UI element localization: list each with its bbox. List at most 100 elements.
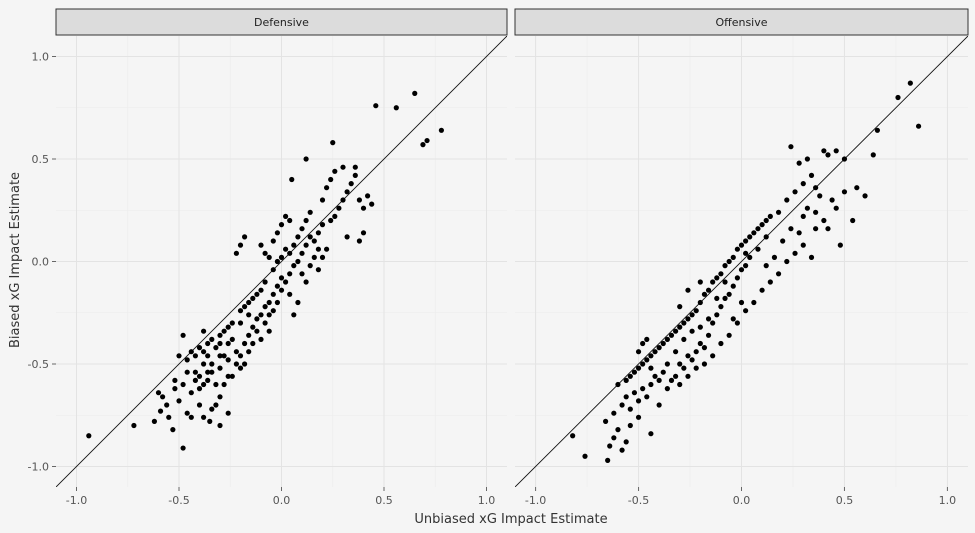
data-point xyxy=(685,353,691,359)
data-point xyxy=(825,226,831,232)
y-axis-title: Biased xG Impact Estimate xyxy=(8,172,23,348)
data-point xyxy=(800,242,806,248)
data-point xyxy=(673,349,679,355)
y-tick-label: 0.5 xyxy=(32,153,50,166)
data-point xyxy=(907,80,913,86)
data-point xyxy=(205,340,211,347)
data-point xyxy=(668,332,675,338)
data-point xyxy=(627,422,633,429)
data-point xyxy=(221,381,227,388)
data-point xyxy=(738,267,745,273)
data-point xyxy=(726,258,732,265)
data-point xyxy=(348,181,354,187)
data-point xyxy=(743,238,749,244)
data-point xyxy=(681,336,687,342)
points-group xyxy=(86,90,444,451)
data-point xyxy=(673,373,679,379)
data-point xyxy=(237,242,244,248)
data-point xyxy=(340,164,346,170)
data-point xyxy=(648,431,654,437)
data-point xyxy=(850,217,856,224)
data-point xyxy=(237,353,244,359)
data-point xyxy=(689,357,695,363)
data-point xyxy=(287,217,293,224)
data-point xyxy=(278,254,285,260)
data-point xyxy=(151,418,157,424)
data-point xyxy=(201,361,207,367)
data-point xyxy=(246,332,252,338)
data-point xyxy=(689,312,695,318)
data-point xyxy=(192,377,198,383)
data-point xyxy=(759,287,765,293)
data-point xyxy=(172,377,178,383)
data-point xyxy=(229,320,235,326)
data-point xyxy=(180,332,186,338)
data-point xyxy=(412,90,418,96)
data-point xyxy=(283,279,289,285)
data-point xyxy=(652,349,658,355)
data-point xyxy=(833,148,839,154)
data-point xyxy=(176,353,182,359)
data-point xyxy=(360,230,367,236)
data-point xyxy=(283,246,289,252)
data-point xyxy=(648,353,654,359)
data-point xyxy=(184,369,190,375)
data-point xyxy=(755,246,761,252)
data-point xyxy=(291,312,297,318)
data-point xyxy=(603,418,609,424)
data-point xyxy=(681,365,687,371)
data-point xyxy=(697,279,703,285)
data-point xyxy=(319,197,326,203)
data-point xyxy=(915,123,922,129)
data-point xyxy=(289,176,295,183)
x-tick-label: -0.5 xyxy=(628,494,649,507)
data-point xyxy=(747,254,753,260)
data-point xyxy=(738,242,745,248)
identity-line xyxy=(56,36,507,487)
data-point xyxy=(784,258,790,265)
data-point xyxy=(722,295,728,301)
data-point xyxy=(196,345,203,351)
y-tick-label: -1.0 xyxy=(28,461,49,474)
data-point xyxy=(209,361,215,367)
panel-offensive: Offensive -1.0 -0.5 0.0 0.5 1.0 xyxy=(514,8,969,507)
data-point xyxy=(611,410,617,416)
data-point xyxy=(319,254,326,260)
data-point xyxy=(274,230,280,236)
data-point xyxy=(307,263,313,269)
data-point xyxy=(356,197,362,203)
data-point xyxy=(705,287,712,293)
data-point xyxy=(287,271,293,277)
data-point xyxy=(648,381,654,388)
data-point xyxy=(854,185,860,191)
data-point xyxy=(188,414,194,420)
data-point xyxy=(278,287,285,293)
data-point xyxy=(605,457,611,463)
data-point xyxy=(635,349,642,355)
data-point xyxy=(837,242,843,248)
data-point xyxy=(693,365,699,371)
data-point xyxy=(697,324,703,330)
data-point xyxy=(664,386,670,392)
data-point xyxy=(192,369,198,375)
data-point xyxy=(701,361,708,367)
data-point xyxy=(714,295,720,301)
data-point xyxy=(635,398,642,404)
data-point xyxy=(328,176,334,183)
data-point xyxy=(780,238,786,244)
data-point xyxy=(217,332,223,338)
data-point xyxy=(299,271,305,277)
x-tick-label: 0.5 xyxy=(836,494,854,507)
data-point xyxy=(813,185,819,191)
y-tick-label: -0.5 xyxy=(28,358,49,371)
data-point xyxy=(166,414,172,420)
data-point xyxy=(640,340,646,347)
data-point xyxy=(170,427,176,433)
data-point xyxy=(369,201,375,207)
data-point xyxy=(295,234,301,240)
data-point xyxy=(644,336,650,342)
data-point xyxy=(685,287,691,293)
data-point xyxy=(196,373,203,379)
data-point xyxy=(221,328,227,334)
data-point xyxy=(217,340,223,347)
